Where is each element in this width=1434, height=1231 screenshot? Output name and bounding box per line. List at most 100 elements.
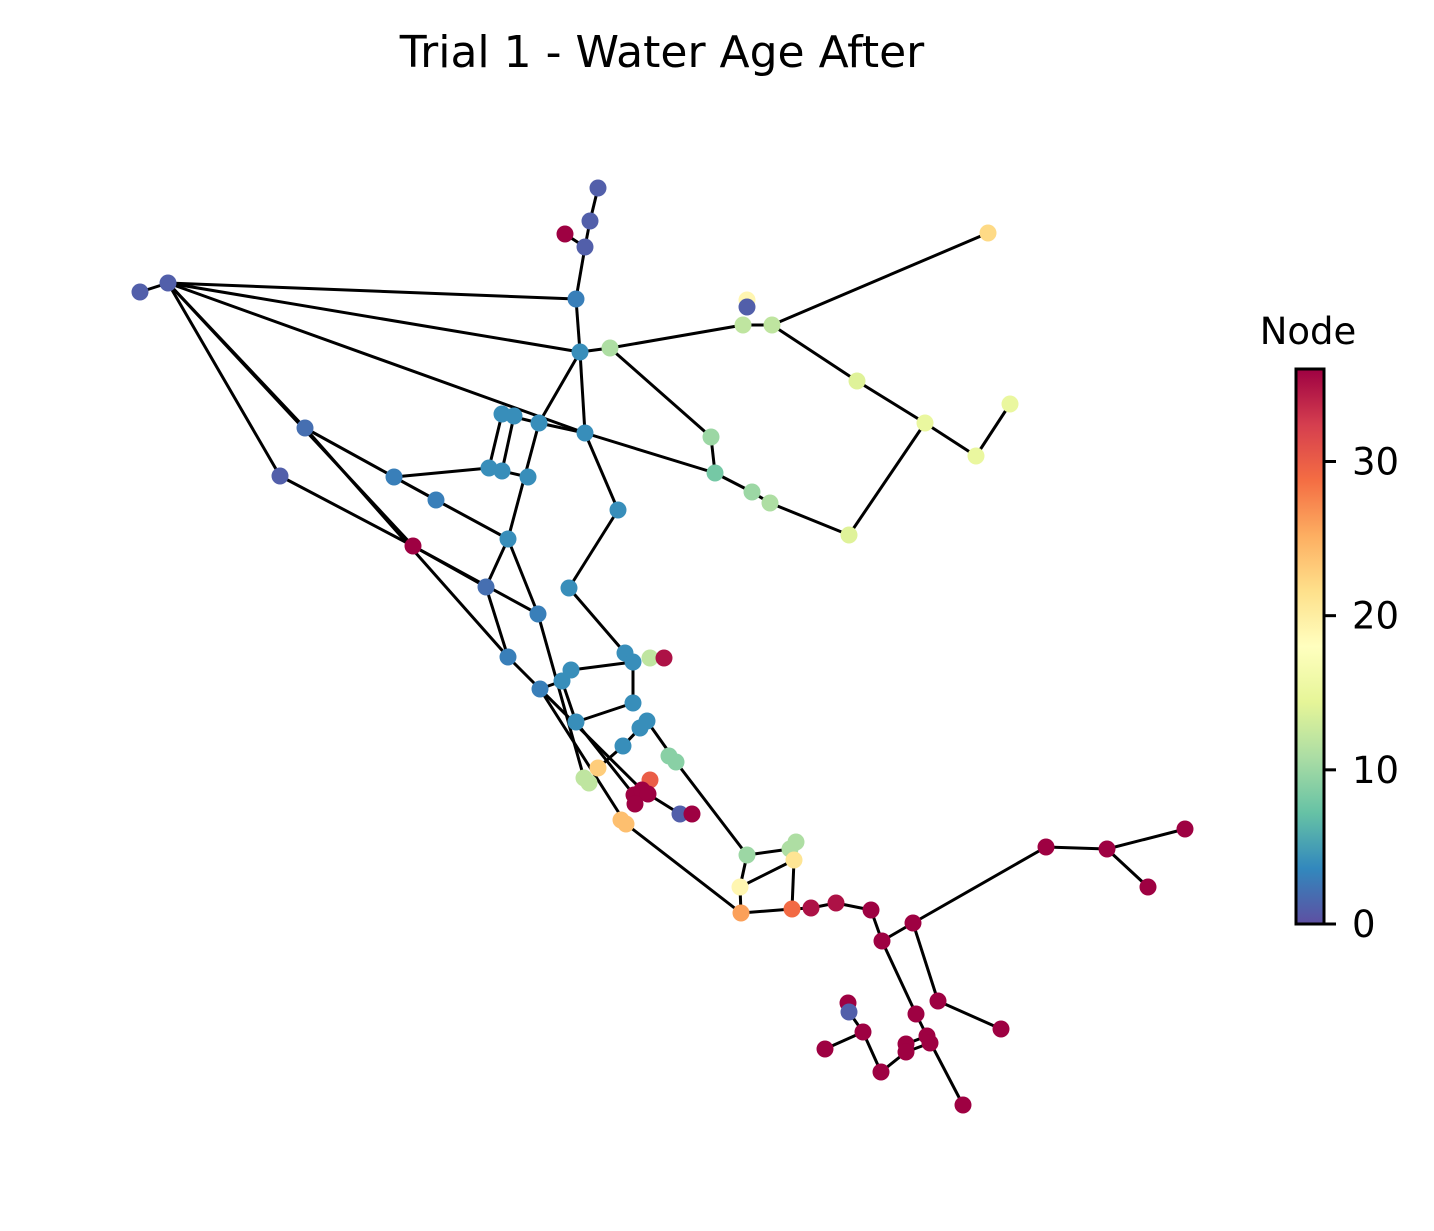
network-node	[1001, 395, 1019, 413]
network-node	[556, 225, 574, 243]
network-node	[560, 579, 578, 597]
network-edge	[167, 281, 577, 301]
network-edge	[279, 474, 414, 548]
network-edge	[924, 421, 977, 458]
network-node	[505, 407, 523, 425]
network-edge	[393, 466, 490, 479]
network-node	[743, 483, 761, 501]
network-node	[567, 713, 585, 731]
network-node	[576, 238, 594, 256]
network-node	[921, 1034, 939, 1052]
colorbar-tick-label: 0	[1352, 903, 1376, 946]
network-node	[783, 900, 801, 918]
network-node	[854, 1023, 872, 1041]
network-edge	[166, 282, 282, 477]
network-edge	[856, 379, 926, 425]
network-edge	[1106, 827, 1186, 851]
network-edge	[484, 538, 510, 588]
network-node	[639, 785, 657, 803]
colorbar-ticks: 0 10 20 30	[1324, 441, 1399, 946]
network-edge	[167, 281, 586, 435]
network-node	[1037, 838, 1055, 856]
network-node	[954, 1096, 972, 1114]
network-edge	[538, 688, 628, 825]
network-node	[519, 468, 537, 486]
network-node	[872, 1063, 890, 1081]
network-node	[589, 759, 607, 777]
network-node	[907, 1005, 925, 1023]
network-node	[624, 653, 642, 671]
colorbar-title: Node	[1260, 310, 1357, 353]
network-edge	[583, 432, 620, 511]
network-node	[873, 932, 891, 950]
network-edge	[674, 761, 749, 856]
network-node	[571, 343, 589, 361]
network-node	[626, 795, 644, 813]
network-node	[671, 805, 689, 823]
colorbar: Node 0 10 20 30	[1260, 310, 1399, 946]
network-node	[131, 283, 149, 301]
network-node	[840, 1003, 858, 1021]
network-node	[848, 372, 866, 390]
network-nodes	[131, 179, 1194, 1114]
network-node	[1098, 840, 1116, 858]
network-node	[614, 737, 632, 755]
network-edge	[484, 586, 510, 658]
network-edge	[847, 422, 927, 536]
network-node	[159, 274, 177, 292]
network-edge	[911, 922, 940, 1002]
colorbar-tick-label: 10	[1352, 749, 1399, 792]
network-node	[967, 447, 985, 465]
network-edge	[609, 346, 712, 439]
network-edge	[1045, 845, 1108, 851]
network-node	[480, 459, 498, 477]
network-edge	[304, 426, 395, 479]
network-node	[271, 467, 289, 485]
network-node	[580, 774, 598, 792]
network-edge	[771, 323, 858, 383]
network-node	[904, 914, 922, 932]
network-node	[601, 339, 619, 357]
network-edge	[880, 940, 918, 1015]
network-node	[1176, 820, 1194, 838]
colorbar-tick-label: 30	[1352, 441, 1399, 484]
network-edge	[974, 403, 1012, 457]
network-node	[529, 605, 547, 623]
network-edge	[567, 587, 627, 654]
network-node	[631, 719, 649, 737]
network-edge	[771, 231, 989, 327]
network-edge	[584, 431, 716, 475]
network-edge	[567, 509, 620, 589]
network-node	[761, 494, 779, 512]
chart-title: Trial 1 - Water Age After	[399, 27, 925, 78]
network-node	[732, 904, 750, 922]
network-edge	[435, 498, 509, 541]
colorbar-gradient	[1294, 367, 1326, 926]
network-edge	[609, 323, 744, 350]
network-edge	[537, 351, 582, 424]
network-edge	[625, 822, 742, 915]
network-node	[738, 846, 756, 864]
network-node	[499, 648, 517, 666]
network-edge	[740, 907, 793, 915]
network-node	[897, 1043, 915, 1061]
network-node	[655, 649, 673, 667]
network-node	[581, 212, 599, 230]
network-node	[1139, 878, 1157, 896]
network-edge	[166, 281, 307, 430]
network-edge	[1105, 847, 1150, 889]
network-edge	[769, 501, 850, 537]
network-node	[404, 537, 422, 555]
network-edge	[506, 538, 540, 615]
network-node	[641, 649, 659, 667]
network-node	[567, 290, 585, 308]
network-node	[929, 992, 947, 1010]
network-node	[530, 414, 548, 432]
network-node	[683, 805, 701, 823]
network-node	[667, 753, 685, 771]
network-node	[731, 878, 749, 896]
network-node	[624, 694, 642, 712]
network-node	[617, 815, 635, 833]
network-node	[734, 316, 752, 334]
network-node	[827, 894, 845, 912]
